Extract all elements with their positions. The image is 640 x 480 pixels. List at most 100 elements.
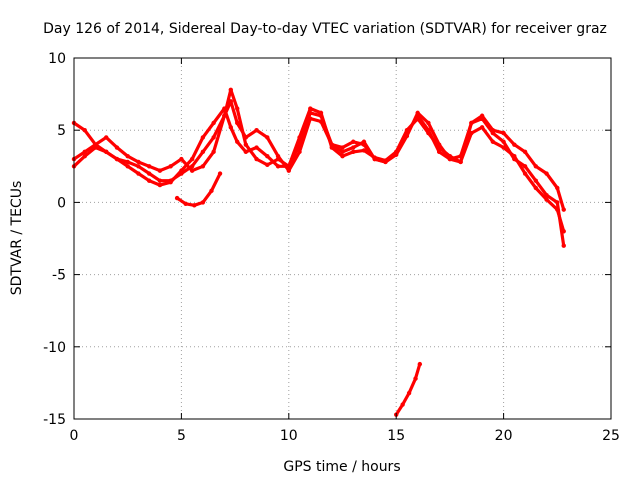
y-axis-label: SDTVAR / TECUs: [9, 181, 25, 296]
data-point: [413, 376, 418, 381]
data-point: [479, 116, 485, 121]
data-point: [114, 145, 120, 150]
y-tick-label: 0: [57, 195, 66, 211]
data-point: [93, 145, 98, 150]
data-point: [361, 148, 367, 153]
data-point: [490, 139, 496, 144]
data-point: [415, 116, 420, 121]
series-line-arc-5: [394, 362, 422, 417]
data-point: [104, 135, 109, 140]
data-point: [189, 168, 195, 173]
data-point: [522, 171, 528, 176]
data-point: [243, 135, 249, 140]
series-line-arc-4: [175, 171, 222, 207]
data-point: [189, 164, 195, 169]
data-point: [469, 120, 474, 126]
data-point: [555, 200, 560, 205]
data-point: [174, 195, 180, 201]
grid: [74, 58, 611, 419]
data-point: [469, 130, 474, 136]
data-point: [406, 390, 412, 396]
data-point: [157, 182, 163, 188]
data-point: [340, 153, 345, 159]
data-point: [200, 135, 206, 140]
data-point: [136, 159, 141, 165]
x-tick-label: 10: [280, 428, 298, 444]
data-point: [522, 149, 528, 155]
data-point: [243, 142, 249, 147]
data-point: [200, 200, 206, 205]
series-line-arc-1: [72, 88, 566, 212]
data-point: [318, 110, 324, 116]
data-point: [265, 162, 270, 168]
data-point: [329, 145, 334, 150]
data-point: [222, 106, 227, 111]
data-point: [82, 153, 87, 159]
data-point: [183, 201, 188, 207]
data-point: [82, 128, 87, 133]
data-point: [200, 149, 206, 155]
data-point: [372, 155, 377, 160]
data-point: [533, 185, 539, 191]
data-point: [275, 153, 281, 159]
data-point: [217, 171, 223, 176]
data-point: [522, 164, 528, 169]
data-point: [228, 99, 234, 104]
data-point: [490, 130, 496, 136]
x-tick-label: 25: [602, 428, 620, 444]
data-point: [114, 156, 120, 162]
data-point: [426, 120, 431, 126]
data-point: [265, 153, 270, 159]
plot-series: [71, 87, 566, 417]
x-tick-label: 5: [177, 428, 186, 444]
data-point: [125, 164, 130, 169]
data-point: [228, 87, 234, 92]
data-point: [179, 156, 184, 162]
data-point: [211, 149, 216, 155]
data-point: [104, 149, 109, 155]
y-tick-label: 10: [48, 51, 66, 67]
data-point: [436, 149, 442, 155]
data-point: [458, 159, 463, 165]
y-axis-ticks: -15 -10 -5 0 5 10: [43, 51, 611, 428]
y-tick-label: -15: [43, 412, 66, 428]
data-point: [146, 178, 152, 183]
data-point: [361, 142, 367, 147]
data-point: [479, 125, 485, 130]
data-point: [297, 149, 302, 155]
data-point: [146, 164, 152, 169]
x-axis-ticks: 0 5 10 15 20 25: [70, 58, 620, 444]
data-point: [136, 171, 141, 176]
data-point: [192, 203, 197, 208]
data-point: [512, 142, 517, 147]
data-point: [168, 179, 173, 185]
data-point: [555, 207, 560, 212]
data-point: [383, 158, 388, 163]
data-point: [125, 159, 130, 165]
data-point: [228, 125, 234, 130]
x-axis-label: GPS time / hours: [283, 459, 400, 475]
data-point: [533, 178, 539, 183]
data-point: [125, 153, 130, 159]
data-point: [340, 145, 345, 150]
y-tick-label: 5: [57, 123, 66, 139]
data-point: [157, 168, 163, 173]
data-point: [501, 130, 506, 136]
data-point: [235, 139, 240, 144]
plot-frame: [73, 57, 612, 420]
data-point: [426, 130, 431, 136]
data-point: [400, 402, 405, 407]
data-point: [555, 185, 560, 191]
data-point: [82, 149, 87, 155]
data-point: [297, 135, 302, 140]
data-point: [351, 145, 356, 150]
data-point: [211, 135, 216, 140]
data-point: [417, 361, 423, 367]
data-point: [561, 229, 566, 234]
data-point: [254, 145, 259, 150]
data-point: [286, 164, 291, 169]
data-point: [235, 106, 240, 111]
data-point: [351, 149, 356, 155]
x-tick-label: 0: [70, 428, 79, 444]
data-point: [561, 243, 566, 248]
